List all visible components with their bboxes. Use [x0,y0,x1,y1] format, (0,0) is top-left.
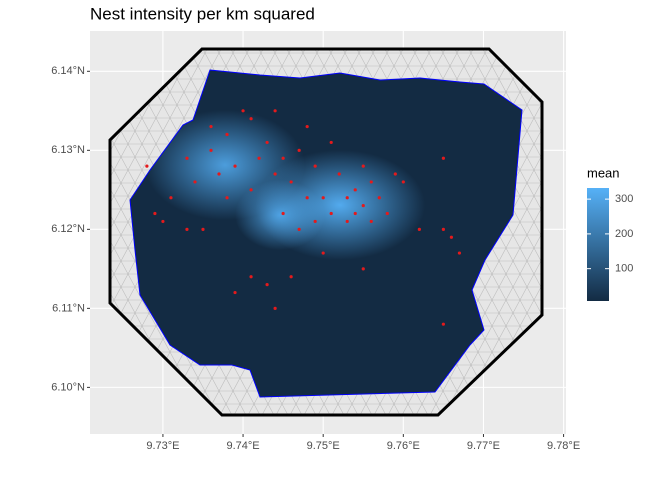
nest-point [273,109,277,113]
nest-point [225,132,229,137]
y-tick-label: 6.12°N [51,223,85,235]
nest-point [353,211,357,216]
nest-point [329,140,333,145]
nest-point [345,196,349,200]
nest-point [145,164,149,168]
nest-point [321,196,325,200]
x-tick-label: 9.78°E [547,440,580,452]
x-tick-label: 9.74°E [226,440,259,452]
legend-tick-label: 300 [615,193,633,205]
legend-tick-label: 200 [615,228,633,240]
y-tick-label: 6.13°N [51,144,85,156]
nest-point [321,251,325,255]
nest-point [273,306,277,310]
nest-point [297,227,301,231]
nest-point [201,227,205,231]
nest-point [369,219,373,224]
nest-point [209,125,213,129]
nest-point [329,211,333,216]
nest-point [345,219,349,224]
nest-point [393,172,397,176]
nest-point [337,172,341,176]
nest-point [361,267,365,271]
nest-point [281,211,285,216]
x-tick-label: 9.75°E [307,440,340,452]
y-tick-label: 6.14°N [51,65,85,77]
nest-point [233,290,237,295]
density-blob [235,180,325,250]
legend-title: mean [587,165,620,180]
nest-point [281,156,285,160]
nest-point [353,188,357,192]
legend-tick-label: 100 [615,263,633,275]
nest-point [161,219,165,224]
nest-point [369,180,373,184]
nest-point [441,227,445,231]
nest-point [305,196,309,200]
mesh-boundary [108,47,544,417]
y-tick-label: 6.11°N [52,302,85,314]
nest-point [401,180,405,184]
nest-point [273,172,277,176]
nest-point [377,196,381,200]
nest-point [249,275,253,279]
nest-point [249,117,253,121]
nest-point [265,140,269,145]
nest-point [313,164,317,168]
nest-point [233,164,237,168]
nest-point [193,180,197,184]
intensity-surface [130,70,522,397]
study-boundary [129,69,523,398]
nest-point [305,125,309,129]
nest-point [361,164,365,168]
nest-point [417,227,421,231]
y-tick-label: 6.10°N [51,381,85,393]
nest-point [361,204,365,208]
nest-point [209,148,213,152]
nest-point [185,227,189,231]
nest-point [385,211,389,216]
nest-point [169,196,173,200]
nest-point [313,219,317,224]
nest-point [289,180,293,184]
nest-point [153,211,157,216]
nest-point [449,235,454,239]
nest-point [297,148,301,152]
nest-point [441,322,445,326]
nest-point [257,156,261,160]
nest-point [289,275,293,279]
nest-point [441,156,445,160]
nest-point [265,283,269,287]
nest-point [217,172,221,176]
nest-point [241,109,245,113]
x-tick-label: 9.77°E [467,440,500,452]
nest-point [457,251,462,255]
nest-point [225,196,229,200]
nest-point [185,156,189,160]
x-tick-label: 9.76°E [387,440,420,452]
colorbar [587,188,609,301]
x-tick-label: 9.73°E [146,440,179,452]
nest-point [249,188,253,192]
chart-title: Nest intensity per km squared [90,4,315,23]
